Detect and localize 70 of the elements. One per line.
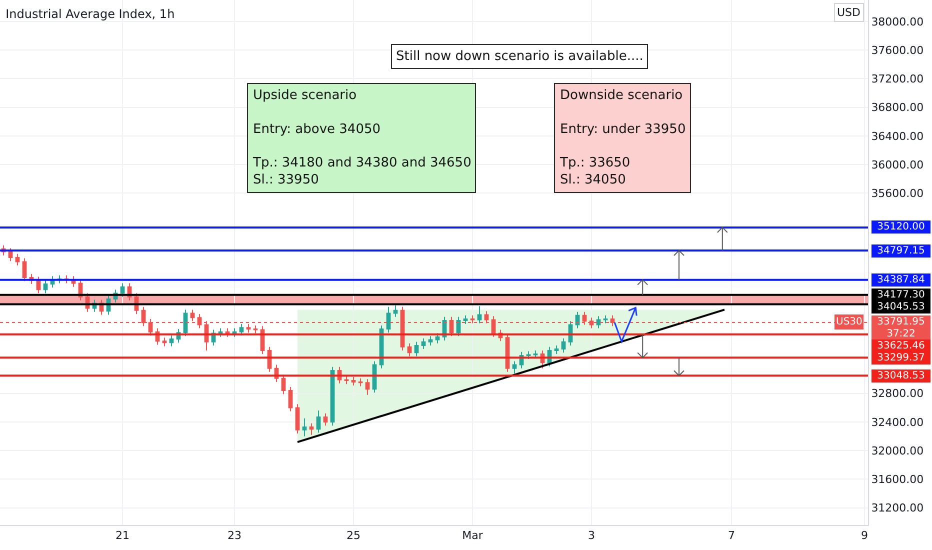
ref-line-label: 33048.53 <box>877 370 925 382</box>
candlestick <box>43 280 48 294</box>
text: Industrial Average Index, 1h <box>6 6 175 21</box>
text: 37:22 <box>886 328 916 340</box>
candlestick <box>239 324 244 336</box>
candlestick <box>477 306 482 324</box>
candlestick <box>512 360 517 374</box>
y-tick-label: 36400.00 <box>871 130 924 143</box>
candlestick <box>281 374 286 395</box>
x-tick-label: 3 <box>588 529 595 542</box>
candlestick <box>407 342 412 357</box>
x-tick-label: 23 <box>228 529 242 542</box>
candlestick <box>344 376 349 385</box>
candlestick <box>358 378 363 387</box>
candlestick <box>554 344 559 355</box>
ref-line-label: 34797.15 <box>877 246 925 256</box>
candlestick <box>309 422 314 436</box>
y-tick-label: 31200.00 <box>871 502 924 515</box>
candlestick <box>120 282 125 298</box>
candlestick <box>603 314 608 324</box>
candlestick <box>316 410 321 434</box>
x-tick-label: 9 <box>861 529 868 542</box>
x-tick-label: 21 <box>116 529 130 542</box>
candlestick <box>22 258 27 282</box>
candlestick <box>253 324 258 334</box>
candlestick <box>295 404 300 434</box>
y-axis-title: USD <box>837 6 861 19</box>
ref-line-label: 34177.30 <box>877 290 925 300</box>
y-tick-label: 36000.00 <box>871 158 924 172</box>
candlestick <box>351 376 356 386</box>
candlestick <box>169 334 174 347</box>
candlestick <box>561 338 566 354</box>
x-tick-label: 25 <box>346 529 360 542</box>
y-tick-label: 36800.00 <box>871 101 924 114</box>
y-tick-label: 32000.00 <box>871 444 924 458</box>
candlestick <box>162 337 167 347</box>
candlestick <box>533 350 538 359</box>
candlestick <box>365 378 370 396</box>
candlestick <box>596 316 601 329</box>
candlestick <box>428 336 433 346</box>
x-tick-label: Mar <box>462 529 484 542</box>
x-tick-label: 7 <box>728 529 735 542</box>
ref-line-label: 35120.00 <box>877 222 925 232</box>
y-tick-label: 37600.00 <box>871 44 924 57</box>
y-tick-label: 32400.00 <box>871 416 924 429</box>
y-tick-label: 37200.00 <box>871 72 924 86</box>
text: Downside scenario Entry: under 33950 Tp.: 33650 Sl.: 34050 <box>560 88 686 188</box>
annotation: Still now down scenario is available.... <box>396 49 644 64</box>
candlestick <box>15 253 20 266</box>
candlestick <box>463 314 468 325</box>
y-tick-label: 38000.00 <box>871 15 924 28</box>
candlestick <box>386 306 391 334</box>
candlestick <box>435 332 440 344</box>
ref-line-label: 33299.37 <box>877 352 925 364</box>
ref-line-label: 33625.46 <box>877 340 925 352</box>
y-tick-label: 31600.00 <box>871 473 924 486</box>
ref-line-label: 34387.84 <box>877 274 925 286</box>
candlestick <box>302 418 307 437</box>
y-tick-label: 32800.00 <box>871 387 924 400</box>
candlestick <box>393 304 398 318</box>
candlestick <box>288 386 293 412</box>
candlestick <box>414 341 419 357</box>
ref-line-label: 33791.95 <box>877 316 925 328</box>
candlestick <box>323 412 328 426</box>
ref-line-label: 34045.53 <box>877 302 925 312</box>
y-tick-label: 35600.00 <box>871 186 924 200</box>
text: Upside scenario Entry: above 34050 Tp.: 34180 and 34380 and 34650 Sl.: 33950 <box>253 88 472 188</box>
annotation: US30 <box>836 316 862 328</box>
candlestick <box>8 248 13 262</box>
candlestick <box>421 338 426 350</box>
